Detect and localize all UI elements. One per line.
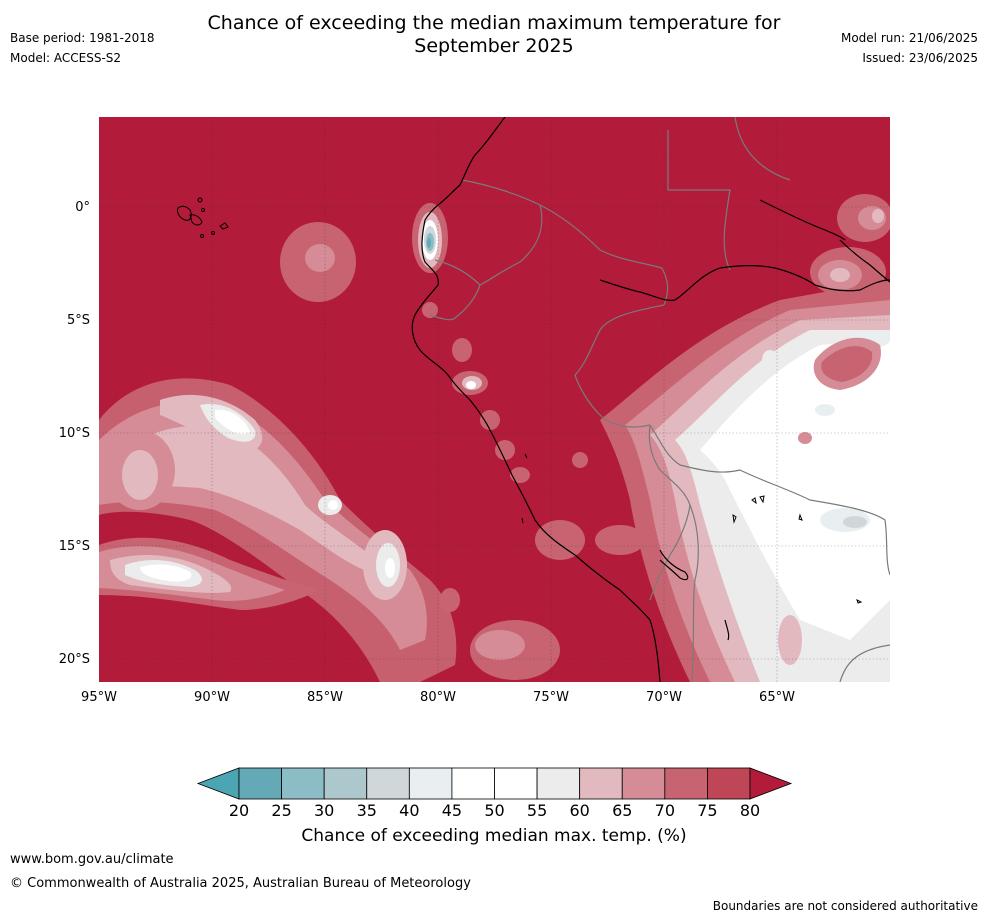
colorbar-cell [536,767,581,800]
galapagos-islands [177,197,229,238]
latitude-labels: 0° 5°S 10°S 15°S 20°S [59,200,90,667]
colorbar-title: Chance of exceeding median max. temp. (%… [301,826,687,846]
lon-label-90w: 90°W [194,690,230,705]
colorbar: 20 25 30 35 40 45 50 55 60 65 70 75 80 [196,767,793,820]
footer-disclaimer: Boundaries are not considered authoritat… [712,899,978,913]
ocean-bands [99,378,645,682]
northeast-patches [810,194,890,297]
colorbar-cell [621,767,666,800]
colorbar-tick-label: 20 [229,801,249,820]
colorbar-cell [323,767,368,800]
coastal-patches [280,203,588,483]
lat-label-0: 0° [75,200,90,215]
colorbar-tick-label: 55 [527,801,547,820]
footer-url[interactable]: www.bom.gov.au/climate [10,852,174,867]
colorbar-tick-label: 65 [612,801,632,820]
colorbar-cell [664,767,708,800]
colorbar-cell [451,767,495,800]
country-borders [429,117,890,682]
footer-copyright: © Commonwealth of Australia 2025, Austra… [10,876,471,891]
colorbar-tick-label: 70 [655,801,675,820]
colorbar-tick-label: 30 [314,801,334,820]
colorbar-cell [579,767,623,800]
colorbar-cell [408,767,453,800]
colorbar-tick-label: 75 [697,801,717,820]
title-line-1: Chance of exceeding the median maximum t… [207,12,781,34]
chart-title: Chance of exceeding the median maximum t… [0,12,988,58]
longitude-labels: 95°W 90°W 85°W 80°W 75°W 70°W 65°W [81,690,795,705]
meta-right: Model run: 21/06/2025 Issued: 23/06/2025 [841,31,978,71]
issued-date: Issued: 23/06/2025 [862,51,978,65]
colorbar-tick-label: 80 [740,801,760,820]
coastline [411,117,890,682]
east-anomaly-region [600,280,890,682]
colorbar-cells [238,767,751,800]
lat-label-15s: 15°S [59,539,90,554]
colorbar-cell [707,767,751,800]
model-name: Model: ACCESS-S2 [10,51,122,65]
model-run: Model run: 21/06/2025 [840,31,978,45]
colorbar-cell [238,767,282,800]
grid-lines [99,117,890,682]
colorbar-over-arrow [749,767,793,800]
base-period: Base period: 1981-2018 [10,31,155,45]
lon-label-75w: 75°W [533,690,569,705]
lon-label-85w: 85°W [307,690,343,705]
lat-label-10s: 10°S [59,426,90,441]
lat-label-20s: 20°S [59,652,90,667]
colorbar-tick-label: 35 [357,801,377,820]
colorbar-tick-label: 25 [271,801,291,820]
colorbar-cell [281,767,325,800]
lat-label-5s: 5°S [67,313,90,328]
meta-left: Base period: 1981-2018 Model: ACCESS-S2 [10,31,155,71]
map-area [99,117,890,682]
colorbar-tick-label: 40 [399,801,419,820]
colorbar-cell [366,767,410,800]
lon-label-95w: 95°W [81,690,117,705]
lon-label-80w: 80°W [420,690,456,705]
colorbar-tick-label: 60 [569,801,589,820]
small-lakes [521,453,863,604]
colorbar-cell [494,767,538,800]
title-line-2: September 2025 [414,35,574,57]
colorbar-tick-label: 45 [442,801,462,820]
colorbar-under-arrow [196,767,240,800]
lon-label-70w: 70°W [646,690,682,705]
lon-label-65w: 65°W [759,690,795,705]
colorbar-tick-label: 50 [484,801,504,820]
colorbar-ticks: 20 25 30 35 40 45 50 55 60 65 70 75 80 [229,801,760,820]
